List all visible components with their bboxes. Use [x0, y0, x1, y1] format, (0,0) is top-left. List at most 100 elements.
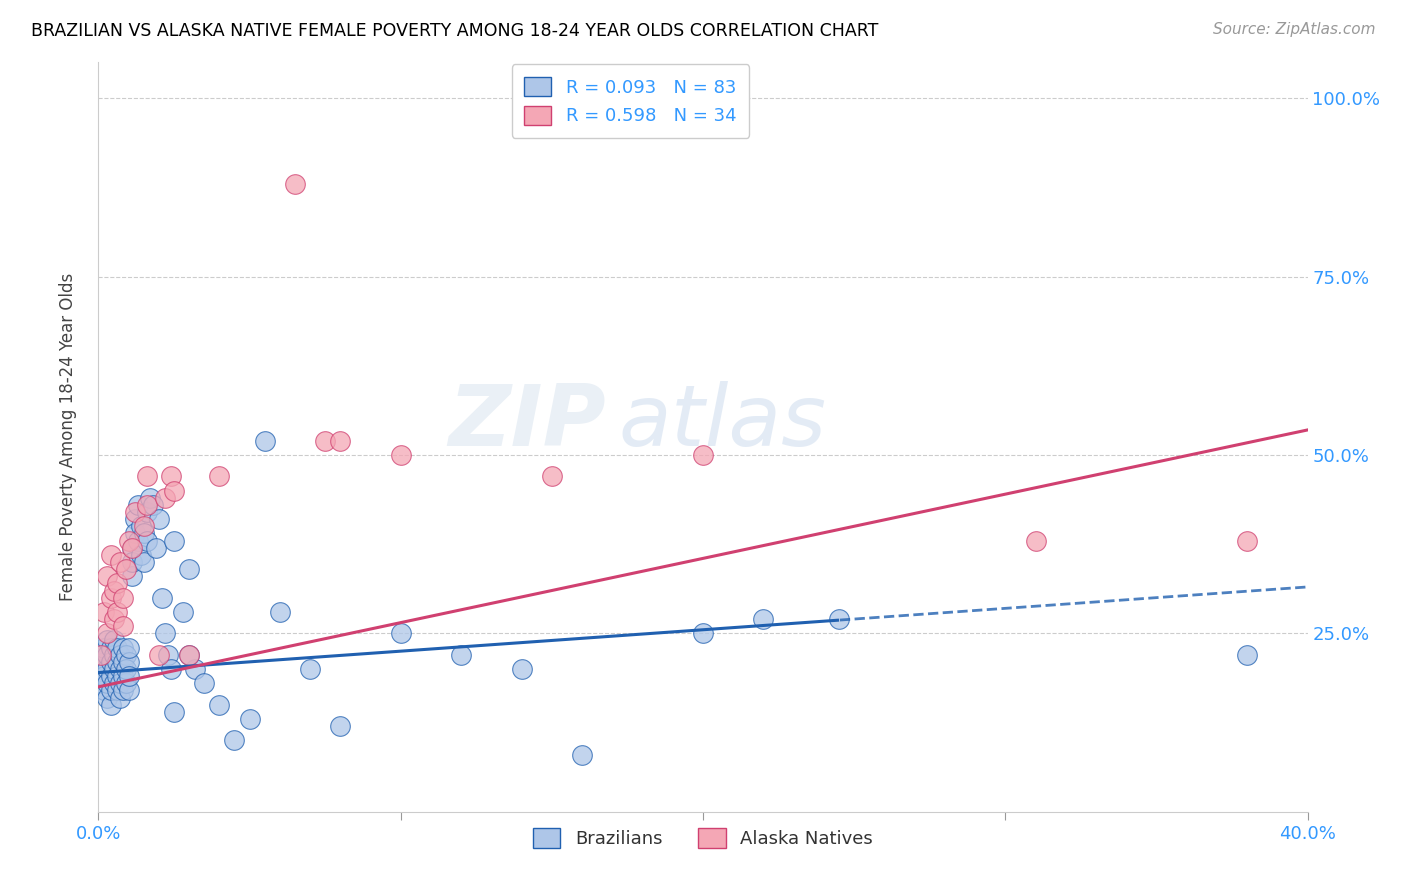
Point: [93, 655, 115, 669]
Point: [828, 612, 851, 626]
Point: [132, 555, 155, 569]
Point: [93, 605, 115, 619]
Point: [100, 640, 122, 655]
Point: [179, 562, 201, 576]
Point: [127, 498, 149, 512]
Point: [93, 683, 115, 698]
Point: [127, 533, 149, 548]
Text: Source: ZipAtlas.com: Source: ZipAtlas.com: [1212, 22, 1375, 37]
Point: [100, 591, 122, 605]
Point: [160, 469, 183, 483]
Point: [253, 434, 276, 448]
Point: [208, 698, 231, 712]
Point: [103, 583, 125, 598]
Point: [100, 683, 122, 698]
Point: [103, 633, 125, 648]
Point: [135, 505, 157, 519]
Point: [96, 690, 118, 705]
Point: [96, 633, 118, 648]
Point: [160, 662, 183, 676]
Point: [118, 640, 141, 655]
Point: [172, 605, 194, 619]
Point: [129, 548, 152, 562]
Y-axis label: Female Poverty Among 18-24 Year Olds: Female Poverty Among 18-24 Year Olds: [59, 273, 77, 601]
Point: [114, 648, 136, 662]
Point: [208, 469, 231, 483]
Point: [100, 548, 122, 562]
Point: [1236, 648, 1258, 662]
Point: [153, 491, 176, 505]
Point: [90, 662, 112, 676]
Point: [100, 655, 122, 669]
Point: [111, 683, 134, 698]
Point: [692, 448, 714, 462]
Point: [105, 576, 128, 591]
Point: [114, 676, 136, 690]
Point: [692, 626, 714, 640]
Point: [184, 662, 207, 676]
Point: [193, 676, 215, 690]
Point: [124, 505, 146, 519]
Point: [179, 648, 201, 662]
Point: [118, 669, 141, 683]
Point: [1236, 533, 1258, 548]
Point: [150, 591, 173, 605]
Point: [121, 555, 143, 569]
Text: ZIP: ZIP: [449, 381, 606, 464]
Point: [139, 491, 162, 505]
Point: [299, 662, 322, 676]
Point: [129, 519, 152, 533]
Point: [105, 640, 128, 655]
Point: [135, 469, 157, 483]
Point: [103, 662, 125, 676]
Text: BRAZILIAN VS ALASKA NATIVE FEMALE POVERTY AMONG 18-24 YEAR OLDS CORRELATION CHAR: BRAZILIAN VS ALASKA NATIVE FEMALE POVERT…: [31, 22, 879, 40]
Point: [571, 747, 593, 762]
Point: [103, 676, 125, 690]
Point: [148, 648, 170, 662]
Point: [96, 676, 118, 690]
Point: [118, 683, 141, 698]
Point: [1024, 533, 1046, 548]
Point: [314, 434, 336, 448]
Point: [510, 662, 533, 676]
Point: [100, 669, 122, 683]
Point: [96, 648, 118, 662]
Point: [108, 555, 131, 569]
Point: [450, 648, 472, 662]
Point: [111, 669, 134, 683]
Point: [135, 498, 157, 512]
Point: [90, 648, 112, 662]
Point: [114, 562, 136, 576]
Point: [163, 483, 186, 498]
Point: [145, 541, 167, 555]
Point: [103, 648, 125, 662]
Point: [269, 605, 291, 619]
Point: [105, 683, 128, 698]
Point: [111, 655, 134, 669]
Point: [108, 648, 131, 662]
Point: [156, 648, 179, 662]
Point: [163, 705, 186, 719]
Point: [96, 569, 118, 583]
Point: [284, 177, 307, 191]
Point: [239, 712, 262, 726]
Legend: Brazilians, Alaska Natives: Brazilians, Alaska Natives: [526, 821, 880, 855]
Point: [389, 448, 412, 462]
Text: atlas: atlas: [619, 381, 827, 464]
Point: [105, 655, 128, 669]
Point: [118, 655, 141, 669]
Point: [329, 719, 352, 733]
Point: [105, 605, 128, 619]
Point: [111, 619, 134, 633]
Point: [329, 434, 352, 448]
Point: [121, 541, 143, 555]
Point: [111, 591, 134, 605]
Point: [90, 648, 112, 662]
Point: [90, 676, 112, 690]
Point: [105, 669, 128, 683]
Point: [142, 498, 165, 512]
Point: [108, 662, 131, 676]
Point: [132, 526, 155, 541]
Point: [111, 640, 134, 655]
Point: [96, 662, 118, 676]
